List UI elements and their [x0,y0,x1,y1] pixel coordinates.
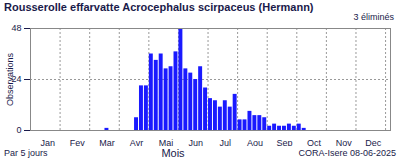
html-text:Par 5 jours: Par 5 jours [4,148,48,158]
svg-text:Jul: Jul [220,138,232,146]
html-text:Rousserolle effarvatte Acrocep: Rousserolle effarvatte Acrocephalus scir… [4,1,314,13]
svg-text:Oct: Oct [307,138,322,146]
svg-text:Mai: Mai [159,138,174,146]
svg-text:Sep: Sep [276,138,292,146]
svg-text:Jan: Jan [41,138,56,146]
html-text:3 éliminés: 3 éliminés [353,12,394,22]
svg-text:Mar: Mar [99,138,115,146]
html-text:Mois: Mois [161,147,185,159]
svg-text:Avr: Avr [130,138,143,146]
svg-text:Dec: Dec [365,138,382,146]
svg-text:Nov: Nov [336,138,353,146]
svg-text:Aou: Aou [247,138,263,146]
html-text:CORA-Isere 08-06-2025: CORA-Isere 08-06-2025 [298,148,396,158]
svg-text:Jun: Jun [188,138,203,146]
svg-text:24: 24 [11,74,22,85]
svg-text:Observations: Observations [5,52,15,106]
svg-text:Fev: Fev [70,138,86,146]
svg-text:48: 48 [11,24,21,33]
svg-text:0: 0 [16,125,21,135]
